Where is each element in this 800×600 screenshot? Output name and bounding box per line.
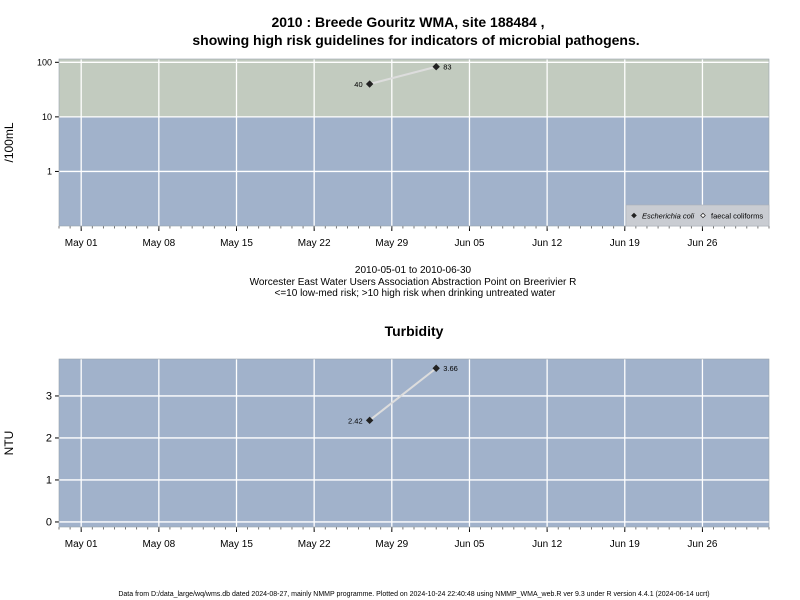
footer-note: Data from D:/data_large/wq/wms.db dated … [118, 591, 709, 598]
series-line [369, 367, 437, 422]
series-line [369, 65, 437, 85]
x-tick-label: Jun 26 [687, 539, 717, 550]
data-point [365, 80, 374, 88]
y-tick-label: 100 [37, 57, 52, 67]
y-tick-label: 1 [47, 166, 52, 176]
data-point [432, 63, 440, 71]
y-tick-label: 3 [46, 391, 52, 403]
data-point [432, 364, 440, 372]
y-tick-label: 1 [46, 475, 52, 487]
x-tick-label: May 29 [375, 539, 408, 550]
y-axis-label: NTU [2, 431, 16, 456]
x-tick-label: Jun 19 [610, 238, 640, 249]
risk-band-high [59, 59, 769, 117]
turbidity-title: Turbidity [385, 323, 444, 339]
legend: Escherichia coli faecal coliforms [625, 204, 770, 227]
x-tick-label: May 01 [65, 238, 98, 249]
data-label: 3.66 [443, 364, 458, 373]
x-tick-label: Jun 05 [454, 238, 484, 249]
x-tick-label: Jun 26 [687, 238, 717, 249]
x-tick-label: Jun 19 [610, 539, 640, 550]
y-tick-label: 2 [46, 433, 52, 445]
x-tick-label: May 08 [142, 539, 175, 550]
turbidity-panel: May 01 May 08 May 15 May 22 May 29 Jun 05 Jun … [2, 358, 770, 550]
legend-label: faecal coliforms [711, 212, 763, 221]
x-tick-label: May 15 [220, 539, 253, 550]
site-caption: Worcester East Water Users Association A… [250, 277, 577, 288]
plot-frame [58, 58, 770, 227]
x-tick-label: May 15 [220, 238, 253, 249]
x-tick-label: May 22 [298, 238, 331, 249]
x-tick-label: May 29 [375, 238, 408, 249]
data-label: 40 [354, 80, 362, 89]
y-tick-label: 0 [46, 517, 52, 529]
y-tick-label: 10 [42, 112, 52, 122]
legend-box [625, 204, 770, 227]
chart-title-line2: showing high risk guidelines for indicat… [192, 32, 639, 48]
plot-frame [58, 358, 770, 528]
x-tick-label: Jun 12 [532, 238, 562, 249]
microbial-panel: May 01 May 08 May 15 May 22 May 29 Jun 05 Jun … [2, 57, 770, 249]
y-axis-label: /100mL [2, 122, 16, 162]
risk-guideline-caption: <=10 low-med risk; >10 high risk when dr… [275, 288, 557, 299]
data-label: 83 [443, 63, 451, 72]
x-tick-label: May 22 [298, 539, 331, 550]
plot-background [59, 359, 769, 527]
x-tick-label: Jun 05 [454, 539, 484, 550]
legend-label: Escherichia coli [642, 212, 694, 221]
date-range-caption: 2010-05-01 to 2010-06-30 [355, 265, 472, 276]
x-tick-label: Jun 12 [532, 539, 562, 550]
x-tick-label: May 01 [65, 539, 98, 550]
chart-title-line1: 2010 : Breede Gouritz WMA, site 188484 , [271, 14, 544, 30]
data-point [365, 416, 374, 425]
legend-marker-open [700, 212, 706, 219]
data-label: 2.42 [348, 416, 363, 425]
legend-marker-filled [631, 212, 637, 219]
x-tick-label: May 08 [142, 238, 175, 249]
